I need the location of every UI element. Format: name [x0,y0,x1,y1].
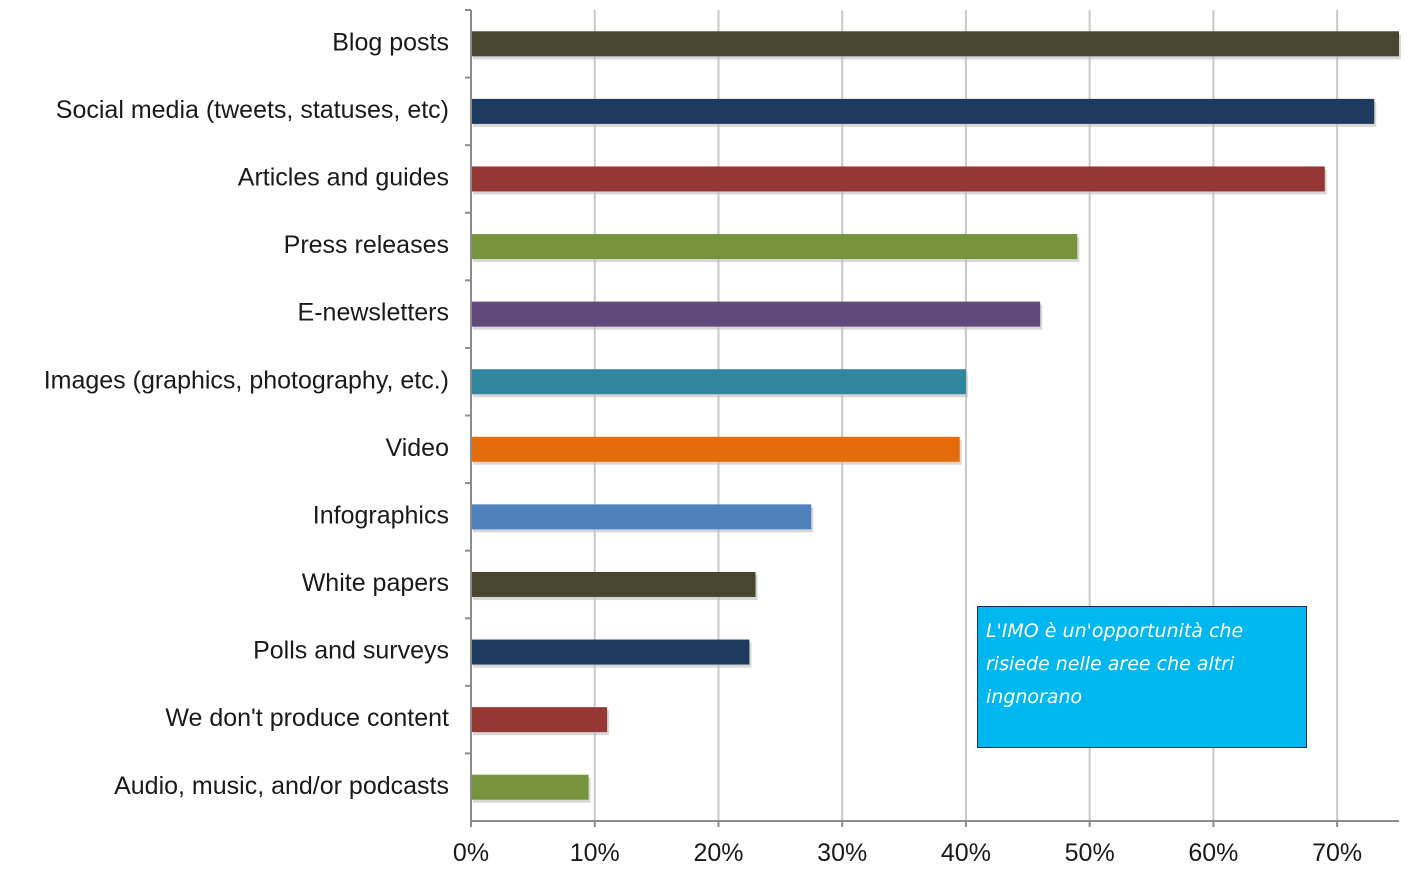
bar [471,234,1078,260]
category-label: Social media (tweets, statuses, etc) [56,96,449,124]
bar [471,504,812,530]
bar [471,639,750,665]
x-tick-label: 30% [817,839,867,867]
category-label: Audio, music, and/or podcasts [114,772,449,800]
bar [471,166,1325,192]
bar [471,774,589,800]
category-label: Infographics [313,501,449,529]
x-tick-label: 40% [941,839,991,867]
x-tick-label: 50% [1065,839,1115,867]
bar [471,436,960,462]
bar [471,707,608,733]
annotation-box: L'IMO è un'opportunità che risiede nelle… [977,606,1307,748]
x-tick-label: 20% [693,839,743,867]
x-tick-label: 0% [453,839,489,867]
category-label: Articles and guides [238,164,449,192]
category-label: E-newsletters [298,299,449,327]
bars [471,31,1401,803]
category-label: Images (graphics, photography, etc.) [44,366,449,394]
bar [471,98,1375,124]
x-tick-label: 60% [1188,839,1238,867]
x-tick-labels: 0% 10% 20% 30% 40% 50% 60% 70% [453,839,1362,867]
category-labels: Blog posts Social media (tweets, statuses… [44,28,449,799]
annotation-text: L'IMO è un'opportunità che risiede nelle… [986,620,1244,708]
category-label: We don't produce content [165,704,449,732]
bar [471,301,1041,327]
x-tick-label: 10% [570,839,620,867]
category-label: Video [386,434,450,462]
axes [465,9,1399,827]
bar [471,369,966,395]
category-label: Press releases [284,231,449,259]
bar [471,31,1399,57]
category-label: White papers [302,569,449,597]
x-tick-label: 70% [1312,839,1362,867]
gridlines [593,10,1339,821]
category-label: Polls and surveys [253,637,449,665]
bar [471,571,756,597]
category-label: Blog posts [332,28,449,56]
